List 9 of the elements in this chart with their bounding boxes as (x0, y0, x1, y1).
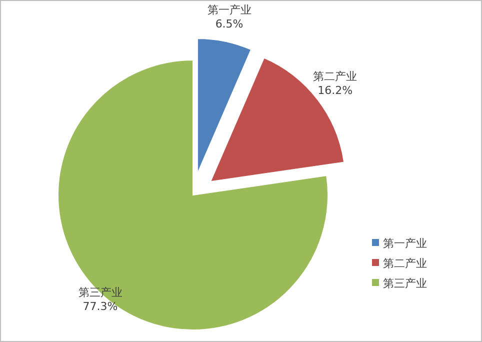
data-label: 16.2% (318, 84, 353, 98)
slice-label: 第一产业 (207, 4, 252, 17)
legend-label: 第一产业 (383, 237, 427, 250)
slice-label: 第三产业 (78, 286, 122, 300)
data-label: 77.3% (82, 300, 118, 314)
slice-label: 第二产业 (313, 70, 358, 84)
data-label: 6.5% (215, 18, 244, 31)
legend-label: 第三产业 (383, 277, 427, 290)
legend-label: 第二产业 (383, 257, 427, 270)
